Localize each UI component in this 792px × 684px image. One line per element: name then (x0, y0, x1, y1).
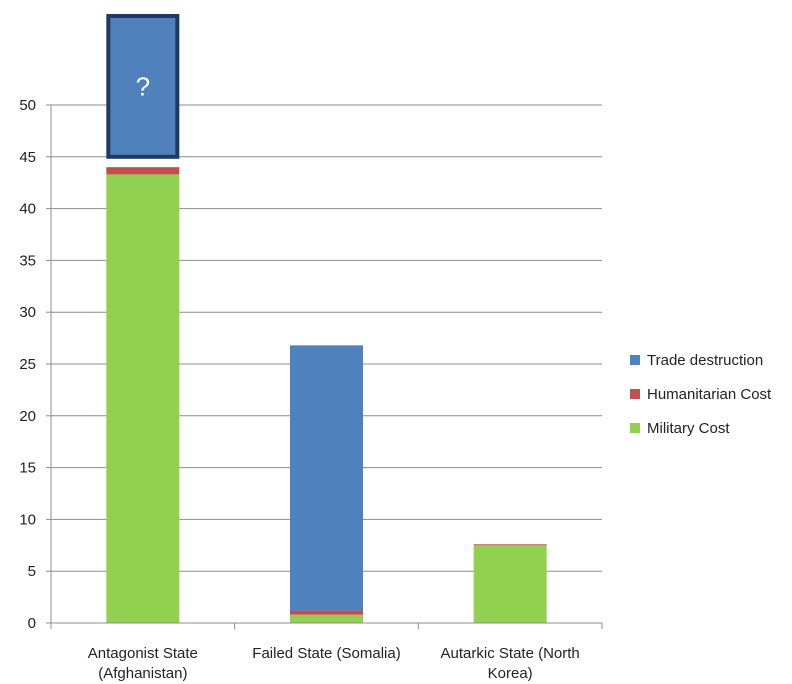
legend: Trade destruction Humanitarian Cost Milita… (630, 352, 772, 437)
y-tick-label: 10 (19, 511, 36, 528)
category-label: Autarkic State (North (441, 645, 580, 662)
y-tick-label: 25 (19, 356, 36, 373)
y-tick-label: 0 (28, 615, 36, 632)
bar-humanitarian-cost (290, 610, 363, 615)
category-label: Korea) (488, 665, 533, 682)
question-mark-label: ? (136, 71, 150, 101)
category-label: (Afghanistan) (98, 665, 187, 682)
bar-military-cost (290, 614, 363, 623)
y-tick-label: 20 (19, 408, 36, 425)
y-tick-label: 45 (19, 149, 36, 166)
y-tick-label: 5 (28, 563, 36, 580)
legend-swatch (630, 423, 640, 433)
category-label: Failed State (Somalia) (252, 645, 400, 662)
legend-label: Humanitarian Cost (647, 386, 772, 403)
unknown-value-box (106, 14, 180, 159)
y-tick-label: 35 (19, 252, 36, 269)
bar-trade-destruction (290, 345, 363, 611)
unknown-value-annotation: ? (106, 14, 180, 159)
y-tick-label: 30 (19, 304, 36, 321)
legend-label: Military Cost (647, 420, 730, 437)
bar-military-cost (106, 174, 180, 624)
y-tick-label: 40 (19, 201, 36, 218)
x-axis: Antagonist State (Afghanistan) Failed Stat… (50, 105, 603, 682)
y-tick-label: 50 (19, 97, 36, 114)
legend-swatch (630, 355, 640, 365)
legend-label: Trade destruction (647, 352, 763, 369)
category-label: Antagonist State (88, 645, 198, 662)
bars (106, 167, 547, 624)
bar-humanitarian-cost (106, 167, 180, 175)
bar-humanitarian-cost (473, 544, 547, 546)
bar-military-cost (473, 545, 547, 623)
y-axis-ticks: 0 5 10 15 20 25 30 35 40 45 50 (19, 97, 51, 632)
y-tick-label: 15 (19, 460, 36, 477)
legend-swatch (630, 389, 640, 399)
